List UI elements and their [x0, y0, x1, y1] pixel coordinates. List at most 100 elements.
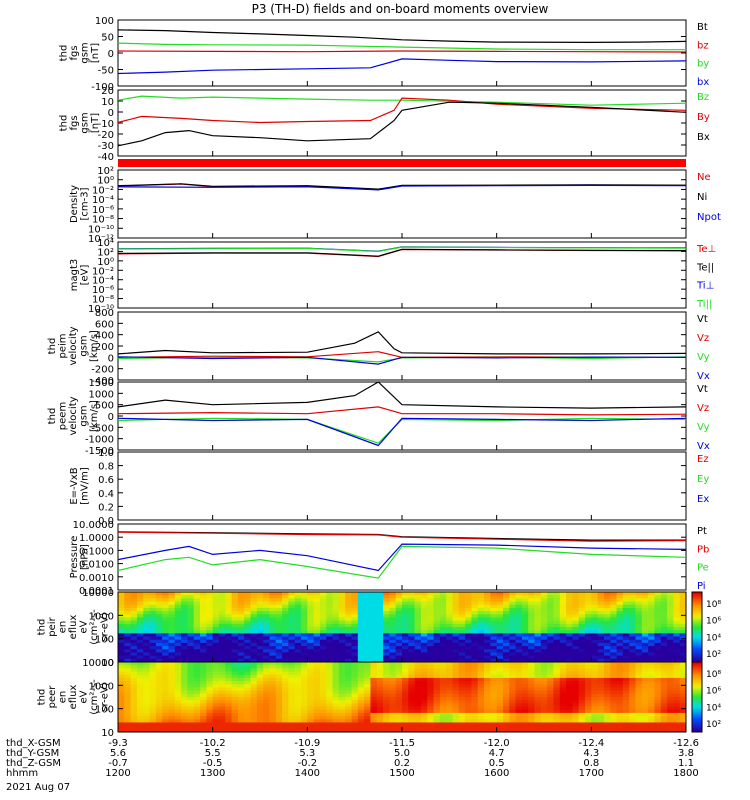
heatmap-cell: [660, 665, 668, 669]
heatmap-cell: [654, 627, 662, 631]
heatmap-cell: [200, 614, 207, 618]
heatmap-cell: [294, 681, 302, 685]
heatmap-cell: [635, 677, 643, 682]
heatmap-cell: [200, 601, 207, 606]
heatmap-cell: [288, 681, 296, 685]
heatmap-cell: [294, 706, 302, 711]
heatmap-cell: [660, 671, 668, 676]
colorbar-cell: [692, 595, 702, 598]
heatmap-cell: [263, 607, 270, 612]
heatmap-cell: [433, 712, 441, 717]
heatmap-cell: [250, 633, 258, 637]
heatmap-cell: [521, 652, 529, 657]
heatmap-cell: [629, 655, 636, 660]
heatmap-cell: [244, 709, 251, 714]
heatmap-cell: [383, 722, 390, 727]
heatmap-cell: [225, 598, 232, 602]
heatmap-cell: [641, 709, 649, 714]
heatmap-cell: [578, 658, 586, 663]
heatmap-cell: [162, 716, 169, 720]
heatmap-cell: [673, 598, 681, 602]
heatmap-cell: [490, 722, 498, 727]
heatmap-cell: [143, 598, 150, 602]
heatmap-cell: [408, 687, 416, 692]
heatmap-cell: [118, 652, 125, 657]
y-axis-label: peer: [47, 685, 58, 709]
heatmap-cell: [641, 658, 649, 663]
heatmap-cell: [370, 633, 378, 637]
x-axis-value: 0.8: [583, 758, 599, 769]
heatmap-cell: [547, 655, 554, 660]
y-tick-label: 10⁻⁸: [92, 215, 114, 226]
heatmap-cell: [364, 709, 371, 714]
heatmap-cell: [338, 716, 346, 720]
heatmap-cell: [515, 728, 523, 733]
heatmap-cell: [301, 649, 308, 653]
heatmap-cell: [389, 700, 397, 704]
heatmap-cell: [263, 617, 270, 622]
heatmap-cell: [332, 728, 340, 733]
heatmap-cell: [383, 598, 390, 602]
heatmap-cell: [376, 633, 384, 637]
heatmap-cell: [528, 712, 535, 717]
heatmap-cell: [237, 690, 245, 695]
heatmap-cell: [559, 639, 567, 644]
heatmap-cell: [458, 623, 466, 628]
heatmap-cell: [679, 722, 687, 727]
heatmap-cell: [168, 598, 176, 602]
heatmap-cell: [206, 693, 214, 698]
colorbar-cell: [692, 641, 702, 644]
legend-label: Vt: [697, 384, 708, 395]
heatmap-cell: [168, 658, 176, 663]
heatmap-cell: [395, 639, 403, 644]
heatmap-cell: [332, 604, 340, 609]
heatmap-cell: [540, 636, 548, 641]
heatmap-cell: [376, 668, 384, 672]
heatmap-cell: [408, 700, 416, 704]
heatmap-cell: [408, 627, 416, 631]
colorbar-cell: [692, 648, 702, 651]
heatmap-cell: [130, 677, 138, 682]
heatmap-cell: [244, 671, 251, 676]
legend-label: Pi: [697, 581, 706, 592]
heatmap-cell: [648, 700, 655, 704]
heatmap-cell: [256, 709, 264, 714]
heatmap-cell: [263, 614, 270, 618]
heatmap-cell: [521, 633, 529, 637]
heatmap-cell: [288, 668, 296, 672]
heatmap-cell: [465, 668, 472, 672]
heatmap-cell: [629, 649, 636, 653]
heatmap-cell: [256, 700, 264, 704]
heatmap-cell: [357, 662, 365, 666]
heatmap-cell: [174, 674, 182, 679]
heatmap-cell: [673, 655, 681, 660]
heatmap-cell: [225, 611, 232, 615]
heatmap-cell: [250, 677, 258, 682]
heatmap-cell: [294, 601, 302, 606]
heatmap-cell: [534, 604, 542, 609]
heatmap-cell: [490, 633, 498, 637]
heatmap-cell: [439, 639, 447, 644]
heatmap-cell: [622, 639, 630, 644]
heatmap-cell: [332, 668, 340, 672]
heatmap-cell: [162, 671, 169, 676]
heatmap-cell: [383, 630, 390, 634]
heatmap-cell: [225, 630, 232, 634]
heatmap-cell: [155, 700, 163, 704]
heatmap-cell: [408, 607, 416, 612]
heatmap-cell: [225, 706, 232, 711]
heatmap-cell: [370, 620, 378, 625]
heatmap-cell: [275, 684, 283, 688]
heatmap-cell: [193, 598, 201, 602]
heatmap-cell: [218, 700, 226, 704]
heatmap-cell: [256, 690, 264, 695]
heatmap-cell: [395, 607, 403, 612]
heatmap-cell: [572, 627, 580, 631]
heatmap-cell: [181, 655, 188, 660]
heatmap-cell: [484, 617, 491, 622]
heatmap-cell: [256, 614, 264, 618]
heatmap-cell: [515, 658, 523, 663]
heatmap-cell: [124, 674, 132, 679]
heatmap-cell: [351, 681, 359, 685]
heatmap-cell: [585, 697, 592, 701]
